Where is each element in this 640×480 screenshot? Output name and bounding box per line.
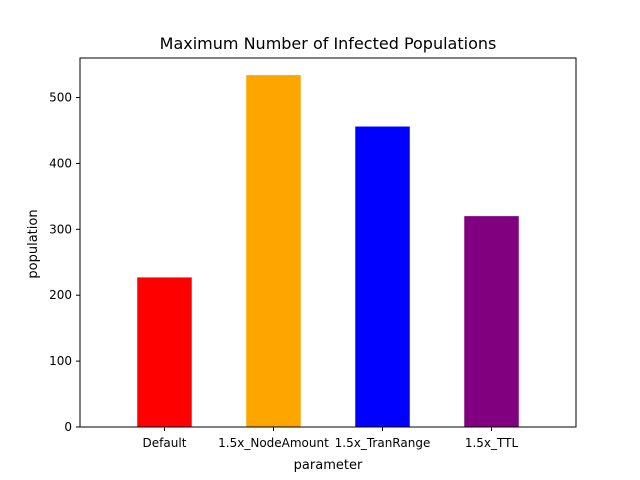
y-tick-label: 200 xyxy=(49,288,72,302)
y-tick-label: 100 xyxy=(49,354,72,368)
y-tick-label: 500 xyxy=(49,91,72,105)
bar-1-5x-nodeamount xyxy=(246,75,301,427)
x-tick-label: Default xyxy=(143,436,187,450)
x-tick-label: 1.5x_NodeAmount xyxy=(218,436,329,450)
y-tick-label: 300 xyxy=(49,222,72,236)
bar-1-5x-ttl xyxy=(464,216,519,427)
x-tick-label: 1.5x_TTL xyxy=(465,436,519,450)
y-axis-label: population xyxy=(26,209,41,278)
axes-frame xyxy=(79,57,577,428)
x-tick-label: 1.5x_TranRange xyxy=(335,436,431,450)
bar-1-5x-tranrange xyxy=(355,126,410,428)
plot-area: Default 1.5x_NodeAmount 1.5x_TranRange 1.5x… xyxy=(49,75,519,450)
y-tick-label: 400 xyxy=(49,156,72,170)
x-axis-label: parameter xyxy=(294,458,363,473)
y-tick-label: 0 xyxy=(64,420,72,434)
bar-default xyxy=(137,277,192,427)
chart-title: Maximum Number of Infected Populations xyxy=(160,34,497,53)
